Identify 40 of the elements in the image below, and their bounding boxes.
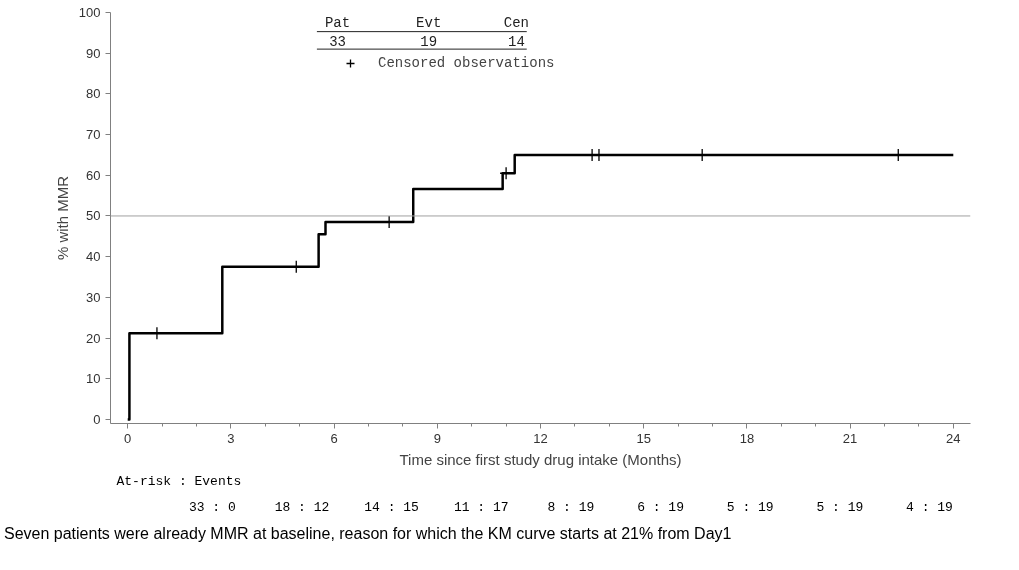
- y-tick-label: 100: [78, 5, 101, 20]
- x-tick-label: 9: [433, 430, 441, 446]
- legend-label: Censored observations: [378, 55, 555, 71]
- y-tick-label: 40: [86, 249, 101, 265]
- text: At-risk : Events: [116, 473, 242, 489]
- x-tick-label: 6: [330, 430, 338, 446]
- text: 4 : 19: [906, 500, 953, 516]
- annotation: 19: [420, 33, 438, 50]
- annotation: Pat: [324, 14, 351, 31]
- annotation: Cen: [503, 14, 530, 31]
- annotation: 14: [508, 33, 525, 50]
- text: 11 : 17: [453, 500, 509, 516]
- y-tick-label: 90: [86, 45, 101, 61]
- x-tick-label: 12: [533, 430, 548, 446]
- y-tick-label: 30: [86, 289, 101, 305]
- y-axis-title: % with MMR: [53, 175, 71, 261]
- x-tick-label: 0: [124, 430, 132, 446]
- annotation: 33: [329, 33, 346, 50]
- x-tick-label: 21: [842, 430, 858, 446]
- x-tick-label: 3: [227, 430, 235, 446]
- text: 6 : 19: [637, 500, 684, 516]
- text: 33 : 0: [188, 500, 236, 516]
- text: 14 : 15: [364, 500, 419, 516]
- text: Seven patients were already MMR at baseline, reason for which the KM curve starts at 21% from Day1: [4, 524, 732, 544]
- y-tick-label: 20: [86, 330, 101, 346]
- x-axis-title: Time since first study drug intake (Months): [399, 450, 682, 468]
- y-tick-label: 0: [93, 411, 101, 427]
- y-tick-label: 60: [86, 167, 101, 183]
- y-tick-label: 50: [86, 208, 101, 224]
- x-tick-label: 18: [739, 430, 755, 446]
- y-tick-label: 70: [86, 127, 101, 143]
- text: 18 : 12: [274, 500, 330, 516]
- text: 5 : 19: [816, 500, 864, 516]
- text: 5 : 19: [726, 500, 774, 516]
- text: 8 : 19: [547, 500, 595, 516]
- x-tick-label: 15: [636, 430, 651, 446]
- annotation: Evt: [416, 14, 442, 31]
- x-tick-label: 24: [946, 430, 961, 446]
- y-tick-label: 10: [86, 371, 101, 387]
- y-tick-label: 80: [86, 86, 101, 102]
